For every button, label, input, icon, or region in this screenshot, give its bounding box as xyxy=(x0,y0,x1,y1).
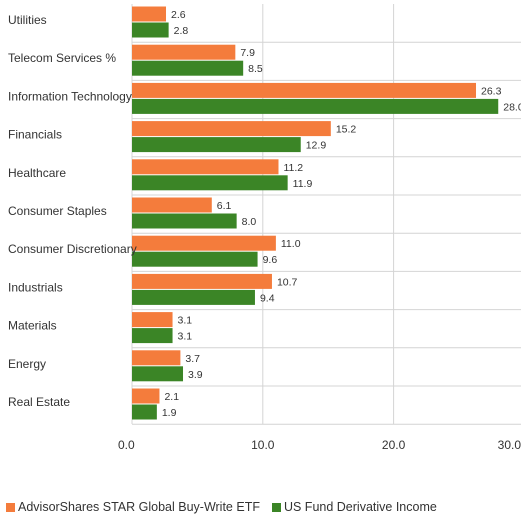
x-tick-label: 10.0 xyxy=(251,438,275,452)
value-label-series-1: 10.7 xyxy=(277,276,298,288)
bar-series-1 xyxy=(132,6,167,22)
value-label-series-1: 6.1 xyxy=(217,200,232,212)
value-label-series-2: 11.9 xyxy=(293,178,313,190)
value-label-series-1: 3.7 xyxy=(185,353,200,365)
category-label: Industrials xyxy=(8,280,63,294)
value-label-series-2: 2.8 xyxy=(174,25,189,37)
value-label-series-2: 9.6 xyxy=(263,254,278,266)
value-label-series-1: 26.3 xyxy=(481,85,502,97)
legend-label-series-2: US Fund Derivative Income xyxy=(283,500,437,514)
value-label-series-2: 3.1 xyxy=(178,331,193,343)
bar-series-1 xyxy=(132,312,173,328)
bar-series-1 xyxy=(132,273,272,289)
bar-series-2 xyxy=(132,404,157,420)
value-label-series-2: 3.9 xyxy=(188,369,203,381)
bar-series-2 xyxy=(132,22,169,38)
category-label: Financials xyxy=(8,128,62,142)
value-label-series-2: 9.4 xyxy=(260,292,275,304)
category-label: Information Technology xyxy=(8,89,132,103)
bar-chart: 2.6 2.8 7.9 8.5 26.328.0 15.2 12.911.2 11.9 6.1 8… xyxy=(8,4,521,452)
legend-swatch-green xyxy=(271,502,281,512)
bar-series-2 xyxy=(132,60,244,76)
category-label: Utilities xyxy=(8,13,47,27)
value-label-series-2: 8.5 xyxy=(248,63,263,75)
bar-series-1 xyxy=(132,235,276,251)
value-label-series-2: 8.0 xyxy=(242,216,257,228)
value-label-series-1: 2.6 xyxy=(171,9,186,21)
category-label: Consumer Staples xyxy=(8,204,107,218)
x-tick-label: 30.0 xyxy=(498,438,521,452)
legend-label-series-1: AdvisorShares STAR Global Buy-Write ETF xyxy=(18,500,260,514)
bar-series-1 xyxy=(132,159,279,175)
bar-series-1 xyxy=(132,350,181,366)
legend-item-series-2: US Fund Derivative Income xyxy=(271,500,437,514)
bar-series-1 xyxy=(132,388,160,404)
value-label-series-1: 2.1 xyxy=(164,391,179,403)
bar-series-1 xyxy=(132,121,331,137)
value-label-series-1: 3.1 xyxy=(178,315,193,327)
value-label-series-1: 7.9 xyxy=(240,47,255,59)
value-label-series-2: 1.9 xyxy=(162,407,177,419)
legend-swatch-orange xyxy=(6,502,15,512)
bar-series-1 xyxy=(132,197,212,213)
category-label: Real Estate xyxy=(8,395,70,409)
bar-series-2 xyxy=(132,328,173,344)
bars xyxy=(132,6,499,420)
bar-series-2 xyxy=(132,137,301,153)
category-label: Materials xyxy=(8,319,57,333)
bar-series-1 xyxy=(132,82,477,98)
category-label: Telecom Services % xyxy=(8,51,116,65)
bar-series-2 xyxy=(132,98,499,114)
legend-item-series-1: AdvisorShares STAR Global Buy-Write ETF xyxy=(6,500,260,514)
x-tick-label: 20.0 xyxy=(382,438,406,452)
category-labels: Utilities Telecom Services % Information T… xyxy=(8,13,137,409)
x-tick-label: 0.0 xyxy=(118,438,135,452)
category-separators xyxy=(132,41,521,425)
bar-series-1 xyxy=(132,44,236,60)
legend: AdvisorShares STAR Global Buy-Write ETF … xyxy=(6,500,437,514)
bar-series-2 xyxy=(132,175,288,191)
bar-series-2 xyxy=(132,366,184,382)
category-label: Healthcare xyxy=(8,166,66,180)
value-label-series-1: 11.2 xyxy=(283,162,303,174)
value-labels: 2.6 2.8 7.9 8.5 26.328.0 15.2 12.911.2 11.9 6.1 8… xyxy=(162,9,521,419)
value-label-series-1: 11.0 xyxy=(281,238,301,250)
bar-series-2 xyxy=(132,213,237,229)
bar-series-2 xyxy=(132,251,258,267)
value-label-series-2: 12.9 xyxy=(306,140,327,152)
bar-series-2 xyxy=(132,289,255,305)
category-label: Consumer Discretionary xyxy=(8,242,137,256)
category-label: Energy xyxy=(8,357,46,371)
x-axis-ticks: 0.0 10.0 20.0 30.0 xyxy=(118,438,521,452)
value-label-series-2: 28.0 xyxy=(503,101,521,113)
value-label-series-1: 15.2 xyxy=(336,124,357,136)
